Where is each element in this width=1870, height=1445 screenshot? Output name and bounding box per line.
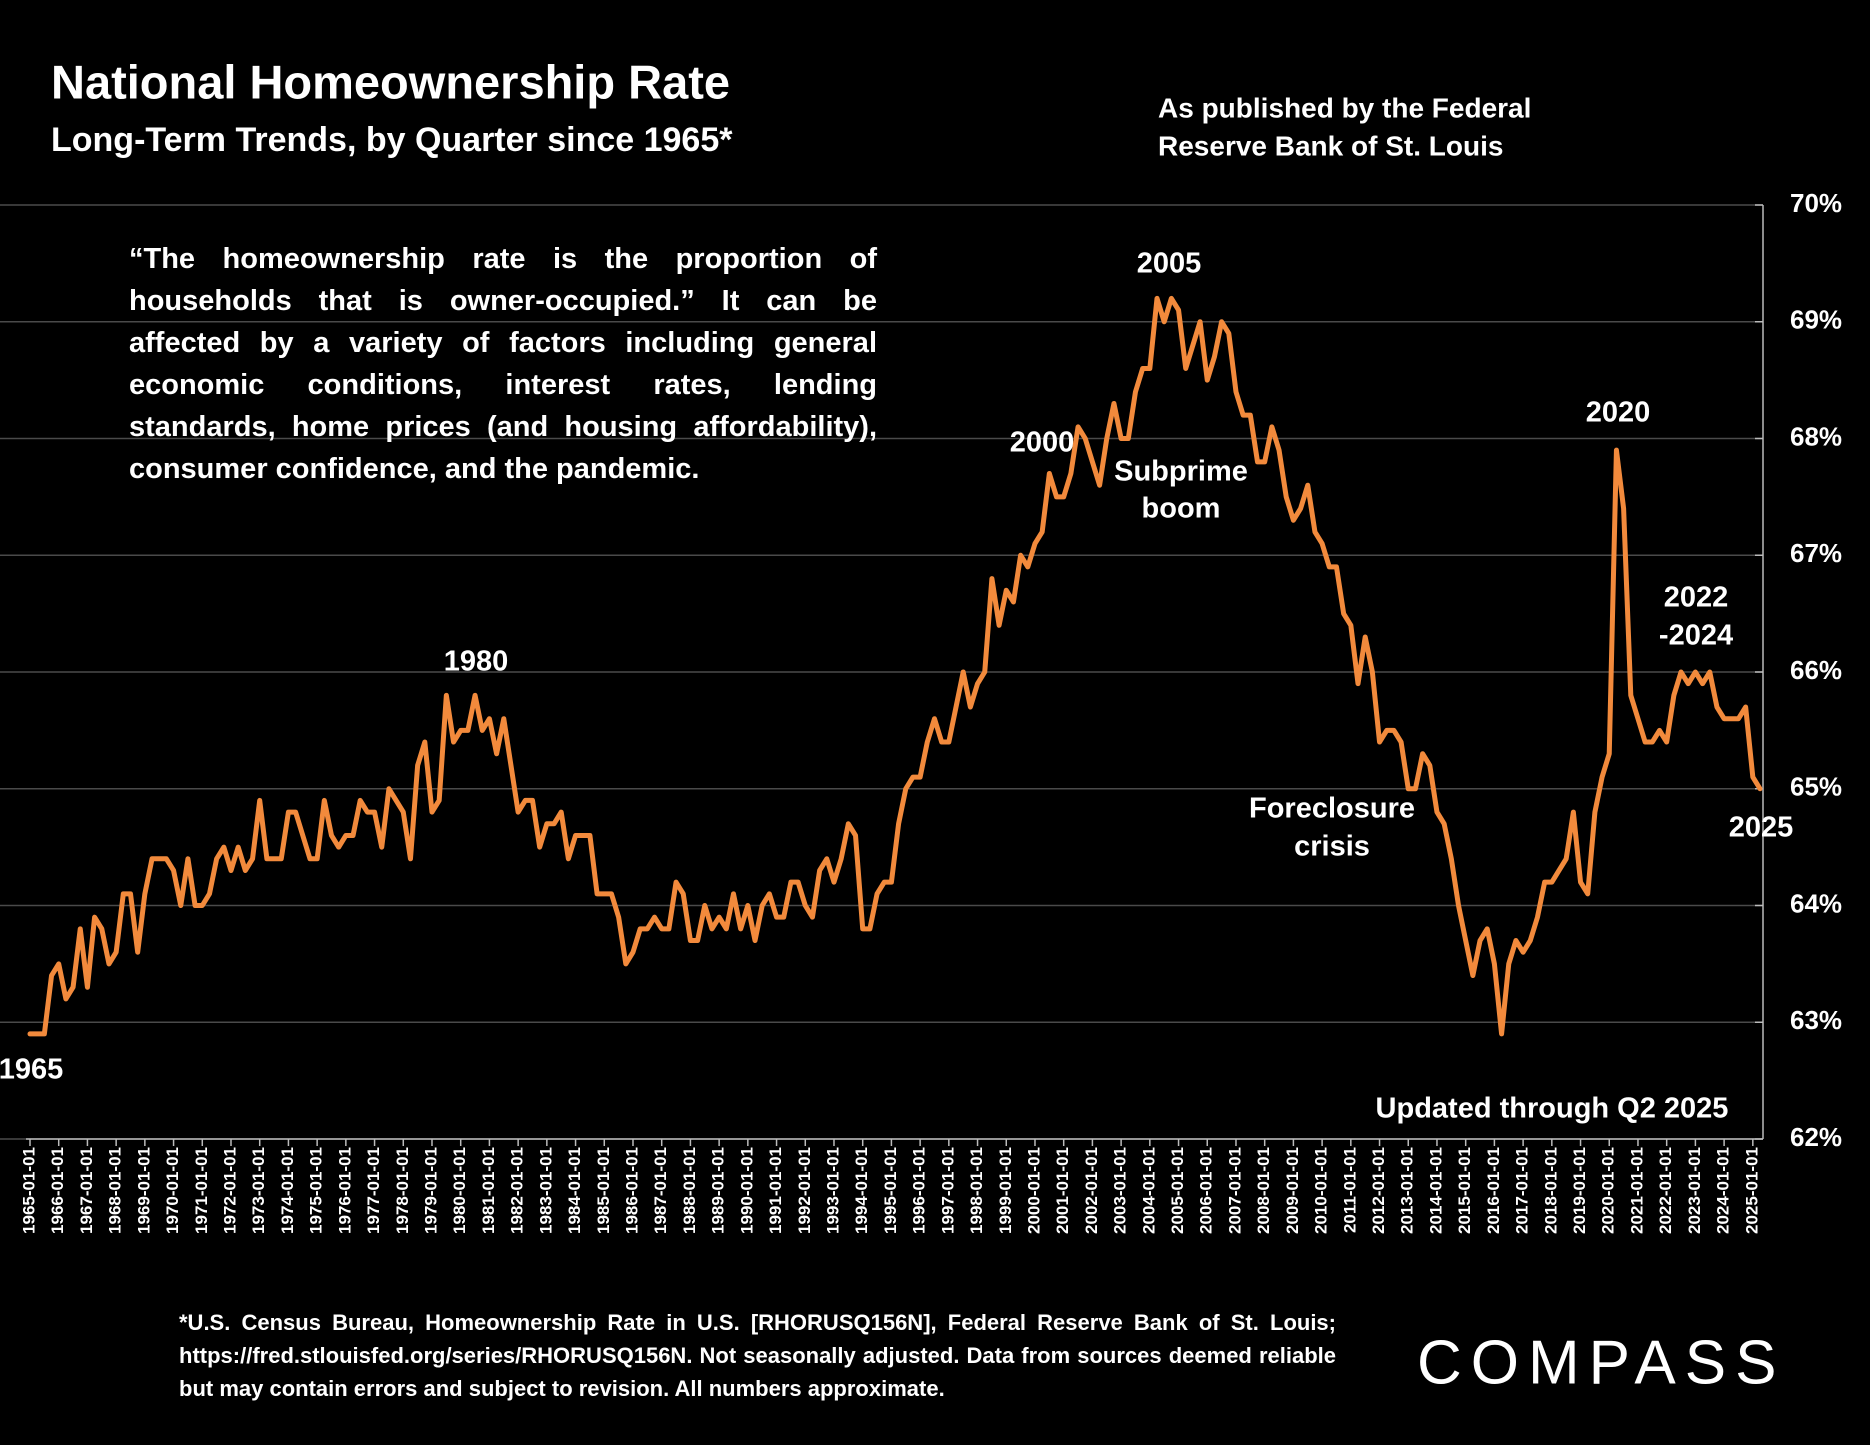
- x-tick-label: 1985-01-01: [594, 1147, 613, 1234]
- annotation: 1980: [444, 646, 509, 678]
- x-tick-label: 2002-01-01: [1082, 1147, 1101, 1234]
- source-note: *U.S. Census Bureau, Homeownership Rate …: [179, 1310, 1336, 1401]
- annotation: 2022: [1664, 582, 1729, 614]
- x-tick-label: 2015-01-01: [1455, 1147, 1474, 1234]
- x-tick-label: 2025-01-01: [1742, 1147, 1761, 1234]
- x-tick-label: 1973-01-01: [249, 1147, 268, 1234]
- chart-subtitle: Long-Term Trends, by Quarter since 1965*: [51, 121, 733, 159]
- annotation: Subprime: [1114, 456, 1248, 488]
- x-tick-label: 2016-01-01: [1484, 1147, 1503, 1234]
- chart-title: National Homeownership Rate: [51, 55, 730, 108]
- y-tick-label: 70%: [1790, 188, 1842, 218]
- x-tick-label: 1987-01-01: [651, 1147, 670, 1234]
- annotation: -2024: [1659, 620, 1733, 652]
- y-tick-label: 62%: [1790, 1122, 1842, 1152]
- x-tick-label: 1996-01-01: [910, 1147, 929, 1234]
- annotation: 2020: [1586, 397, 1651, 429]
- x-tick-label: 1968-01-01: [106, 1147, 125, 1234]
- y-tick-label: 69%: [1790, 305, 1842, 335]
- x-tick-label: 2013-01-01: [1398, 1147, 1417, 1234]
- x-tick-label: 1984-01-01: [565, 1147, 584, 1234]
- data-line: [27, 295, 1763, 1037]
- y-tick-label: 64%: [1790, 888, 1842, 918]
- x-tick-label: 2004-01-01: [1139, 1147, 1158, 1234]
- x-tick-label: 2022-01-01: [1656, 1147, 1675, 1234]
- x-tick-label: 1965-01-01: [19, 1147, 38, 1234]
- x-tick-label: 1978-01-01: [393, 1147, 412, 1234]
- x-tick-label: 2007-01-01: [1225, 1147, 1244, 1234]
- x-tick-label: 1998-01-01: [967, 1147, 986, 1234]
- x-tick-label: 2017-01-01: [1513, 1147, 1532, 1234]
- annotation: boom: [1142, 493, 1221, 525]
- x-tick-label: 1988-01-01: [680, 1147, 699, 1234]
- x-tick-label: 2023-01-01: [1685, 1147, 1704, 1234]
- x-tick-label: 1994-01-01: [852, 1147, 871, 1234]
- annotation: 2025: [1729, 812, 1794, 844]
- logo: COMPASS: [1417, 1328, 1785, 1397]
- annotation: Updated through Q2 2025: [1376, 1093, 1729, 1125]
- x-tick-label: 1979-01-01: [421, 1147, 440, 1234]
- x-tick-label: 1976-01-01: [335, 1147, 354, 1234]
- x-tick-label: 2018-01-01: [1541, 1147, 1560, 1234]
- x-tick-label: 1992-01-01: [795, 1147, 814, 1234]
- x-tick-label: 1967-01-01: [77, 1147, 96, 1234]
- x-tick-label: 2001-01-01: [1053, 1147, 1072, 1234]
- x-tick-label: 1990-01-01: [737, 1147, 756, 1234]
- y-tick-label: 67%: [1790, 538, 1842, 568]
- x-tick-label: 1969-01-01: [134, 1147, 153, 1234]
- annotation: crisis: [1294, 831, 1370, 863]
- x-tick-label: 1995-01-01: [881, 1147, 900, 1234]
- x-tick-label: 2012-01-01: [1369, 1147, 1388, 1234]
- annotation: 2000: [1010, 427, 1075, 459]
- x-tick-label: 2008-01-01: [1254, 1147, 1273, 1234]
- publisher-note: Reserve Bank of St. Louis: [1158, 130, 1503, 161]
- y-tick-label: 66%: [1790, 655, 1842, 685]
- x-tick-label: 1974-01-01: [278, 1147, 297, 1234]
- x-tick-label: 1981-01-01: [479, 1147, 498, 1234]
- x-tick-label: 1970-01-01: [163, 1147, 182, 1234]
- x-tick-label: 2010-01-01: [1312, 1147, 1331, 1234]
- quote: “The homeownership rate is the proportio…: [129, 243, 877, 485]
- annotation: 2005: [1137, 248, 1202, 280]
- x-tick-label: 1997-01-01: [938, 1147, 957, 1234]
- publisher-note: As published by the Federal: [1158, 92, 1531, 123]
- x-tick-label: 2009-01-01: [1283, 1147, 1302, 1234]
- x-tick-label: 1991-01-01: [766, 1147, 785, 1234]
- x-tick-label: 1999-01-01: [996, 1147, 1015, 1234]
- x-tick-label: 1986-01-01: [622, 1147, 641, 1234]
- y-tick-label: 68%: [1790, 421, 1842, 451]
- x-tick-label: 2019-01-01: [1570, 1147, 1589, 1234]
- x-tick-label: 2021-01-01: [1627, 1147, 1646, 1234]
- x-tick-label: 2014-01-01: [1426, 1147, 1445, 1234]
- x-tick-label: 2020-01-01: [1599, 1147, 1618, 1234]
- x-tick-label: 1977-01-01: [364, 1147, 383, 1234]
- x-tick-label: 2006-01-01: [1197, 1147, 1216, 1234]
- x-tick-label: 1975-01-01: [307, 1147, 326, 1234]
- x-tick-label: 1980-01-01: [450, 1147, 469, 1234]
- x-tick-label: 2003-01-01: [1111, 1147, 1130, 1234]
- x-tick-label: 1971-01-01: [192, 1147, 211, 1234]
- x-tick-label: 1966-01-01: [48, 1147, 67, 1234]
- y-tick-label: 65%: [1790, 772, 1842, 802]
- annotation: 1965: [0, 1054, 63, 1086]
- x-tick-label: 1982-01-01: [508, 1147, 527, 1234]
- x-tick-label: 2024-01-01: [1714, 1147, 1733, 1234]
- x-tick-label: 2000-01-01: [1024, 1147, 1043, 1234]
- x-tick-label: 2011-01-01: [1340, 1147, 1359, 1233]
- x-tick-label: 2005-01-01: [1168, 1147, 1187, 1234]
- y-tick-label: 63%: [1790, 1005, 1842, 1035]
- x-tick-label: 1983-01-01: [536, 1147, 555, 1234]
- x-tick-label: 1972-01-01: [220, 1147, 239, 1234]
- x-tick-label: 1993-01-01: [823, 1147, 842, 1234]
- annotation: Foreclosure: [1249, 793, 1415, 825]
- x-tick-label: 1989-01-01: [709, 1147, 728, 1234]
